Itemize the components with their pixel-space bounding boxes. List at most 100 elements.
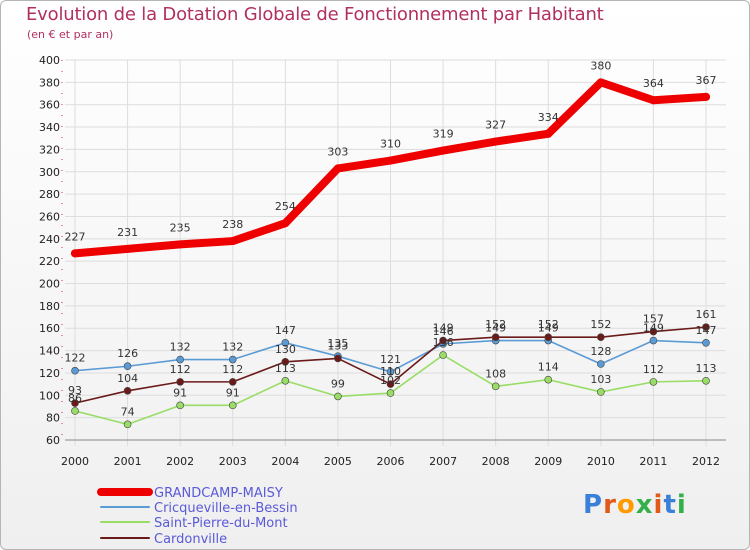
logo-letter: x — [635, 490, 654, 520]
data-label-3-6: 110 — [380, 365, 401, 378]
data-label-2-2: 91 — [173, 386, 187, 399]
data-label-2-9: 114 — [538, 361, 559, 374]
data-label-1-6: 121 — [380, 353, 401, 366]
point-0-9 — [544, 129, 553, 138]
data-label-3-12: 161 — [696, 308, 717, 321]
point-2-11 — [649, 378, 658, 386]
point-0-5 — [333, 164, 342, 173]
y-tick-label-100: 100 — [39, 389, 60, 402]
x-tick-label-2012: 2012 — [692, 455, 720, 468]
logo-letter: r — [603, 490, 617, 520]
data-label-1-4: 147 — [275, 324, 296, 337]
x-tick-label-2003: 2003 — [219, 455, 247, 468]
series-layer — [71, 78, 710, 429]
point-2-12 — [702, 376, 710, 385]
x-tick-label-2001: 2001 — [114, 455, 142, 468]
point-1-6 — [386, 368, 395, 376]
legend: GRANDCAMP-MAISYCricqueville-en-BessinSai… — [97, 486, 298, 547]
data-label-0-9: 334 — [538, 111, 559, 124]
data-label-1-0: 122 — [65, 352, 86, 365]
data-label-0-6: 310 — [380, 138, 401, 151]
data-label-3-0: 93 — [68, 384, 82, 397]
logo-letter: i — [676, 490, 687, 520]
data-label-0-2: 235 — [170, 221, 191, 234]
point-2-0 — [71, 407, 79, 415]
y-tick-label-180: 180 — [39, 300, 60, 313]
data-label-2-5: 99 — [331, 377, 345, 390]
point-3-7 — [439, 336, 447, 345]
data-label-1-12: 147 — [696, 324, 717, 337]
data-label-1-11: 149 — [643, 322, 664, 335]
data-label-0-12: 367 — [696, 74, 717, 87]
y-tick-label-160: 160 — [39, 322, 60, 335]
x-tick-label-2006: 2006 — [377, 455, 405, 468]
data-label-3-1: 104 — [117, 372, 138, 385]
point-3-2 — [176, 378, 184, 386]
legend-label-1: Cricqueville-en-Bessin — [154, 501, 298, 516]
data-label-0-8: 327 — [485, 119, 506, 132]
logo-letter: P — [583, 490, 604, 520]
proxiti-logo: Proxiti — [583, 490, 687, 520]
point-3-3 — [228, 378, 237, 386]
x-tick-label-2002: 2002 — [166, 455, 194, 468]
point-1-12 — [702, 338, 710, 347]
x-tick-label-2008: 2008 — [482, 455, 510, 468]
data-label-3-10: 152 — [590, 318, 611, 331]
data-label-1-2: 132 — [170, 341, 191, 354]
data-label-2-1: 74 — [121, 405, 135, 418]
data-label-2-3: 91 — [226, 386, 240, 399]
point-1-10 — [597, 360, 605, 368]
point-1-11 — [649, 336, 658, 345]
x-tick-label-2007: 2007 — [429, 455, 457, 468]
data-label-2-6: 102 — [380, 374, 401, 387]
point-3-11 — [649, 327, 658, 336]
axes: 60 80 100 120 140 160 180 200 220 240 260 280 300 320… — [39, 54, 726, 468]
point-0-12 — [702, 92, 710, 101]
data-label-3-8: 152 — [485, 318, 506, 331]
data-label-0-3: 238 — [222, 218, 243, 231]
point-2-1 — [123, 420, 132, 429]
point-2-9 — [544, 375, 553, 384]
x-tick-label-2004: 2004 — [271, 455, 299, 468]
y-tick-label-400: 400 — [39, 54, 60, 67]
data-label-1-1: 126 — [117, 347, 138, 360]
y-tick-label-120: 120 — [39, 367, 60, 380]
data-label-3-4: 130 — [275, 343, 296, 356]
point-0-3 — [228, 237, 237, 246]
data-label-2-11: 112 — [643, 363, 664, 376]
point-0-10 — [596, 78, 605, 87]
x-tick-label-2010: 2010 — [587, 455, 615, 468]
x-tick-label-2000: 2000 — [61, 455, 89, 468]
point-3-8 — [491, 333, 500, 341]
point-1-2 — [176, 355, 184, 364]
point-0-1 — [123, 244, 132, 253]
point-3-12 — [702, 323, 710, 331]
point-1-0 — [71, 366, 79, 375]
data-label-0-4: 254 — [275, 200, 296, 213]
grid — [65, 59, 726, 446]
point-2-10 — [597, 388, 605, 396]
y-tick-label-140: 140 — [39, 345, 60, 358]
y-tick-label-200: 200 — [39, 278, 60, 291]
data-label-2-7: 136 — [433, 336, 454, 349]
data-label-2-12: 113 — [696, 362, 717, 375]
point-3-9 — [544, 333, 553, 341]
data-label-2-0: 86 — [68, 392, 82, 405]
data-label-3-7: 149 — [433, 322, 454, 335]
logo-letter: i — [653, 490, 664, 520]
data-label-1-3: 132 — [222, 341, 243, 354]
logo-letter: t — [663, 490, 677, 520]
legend-label-2: Saint-Pierre-du-Mont — [154, 516, 288, 531]
point-0-6 — [386, 156, 395, 165]
point-3-1 — [123, 387, 132, 395]
point-3-6 — [386, 380, 395, 388]
point-2-7 — [439, 351, 447, 359]
data-label-0-5: 303 — [327, 145, 348, 158]
legend-label-3: Cardonville — [154, 532, 227, 547]
point-2-5 — [334, 392, 342, 401]
point-2-2 — [176, 401, 184, 410]
y-tick-label-320: 320 — [39, 143, 60, 156]
point-0-8 — [491, 137, 500, 146]
